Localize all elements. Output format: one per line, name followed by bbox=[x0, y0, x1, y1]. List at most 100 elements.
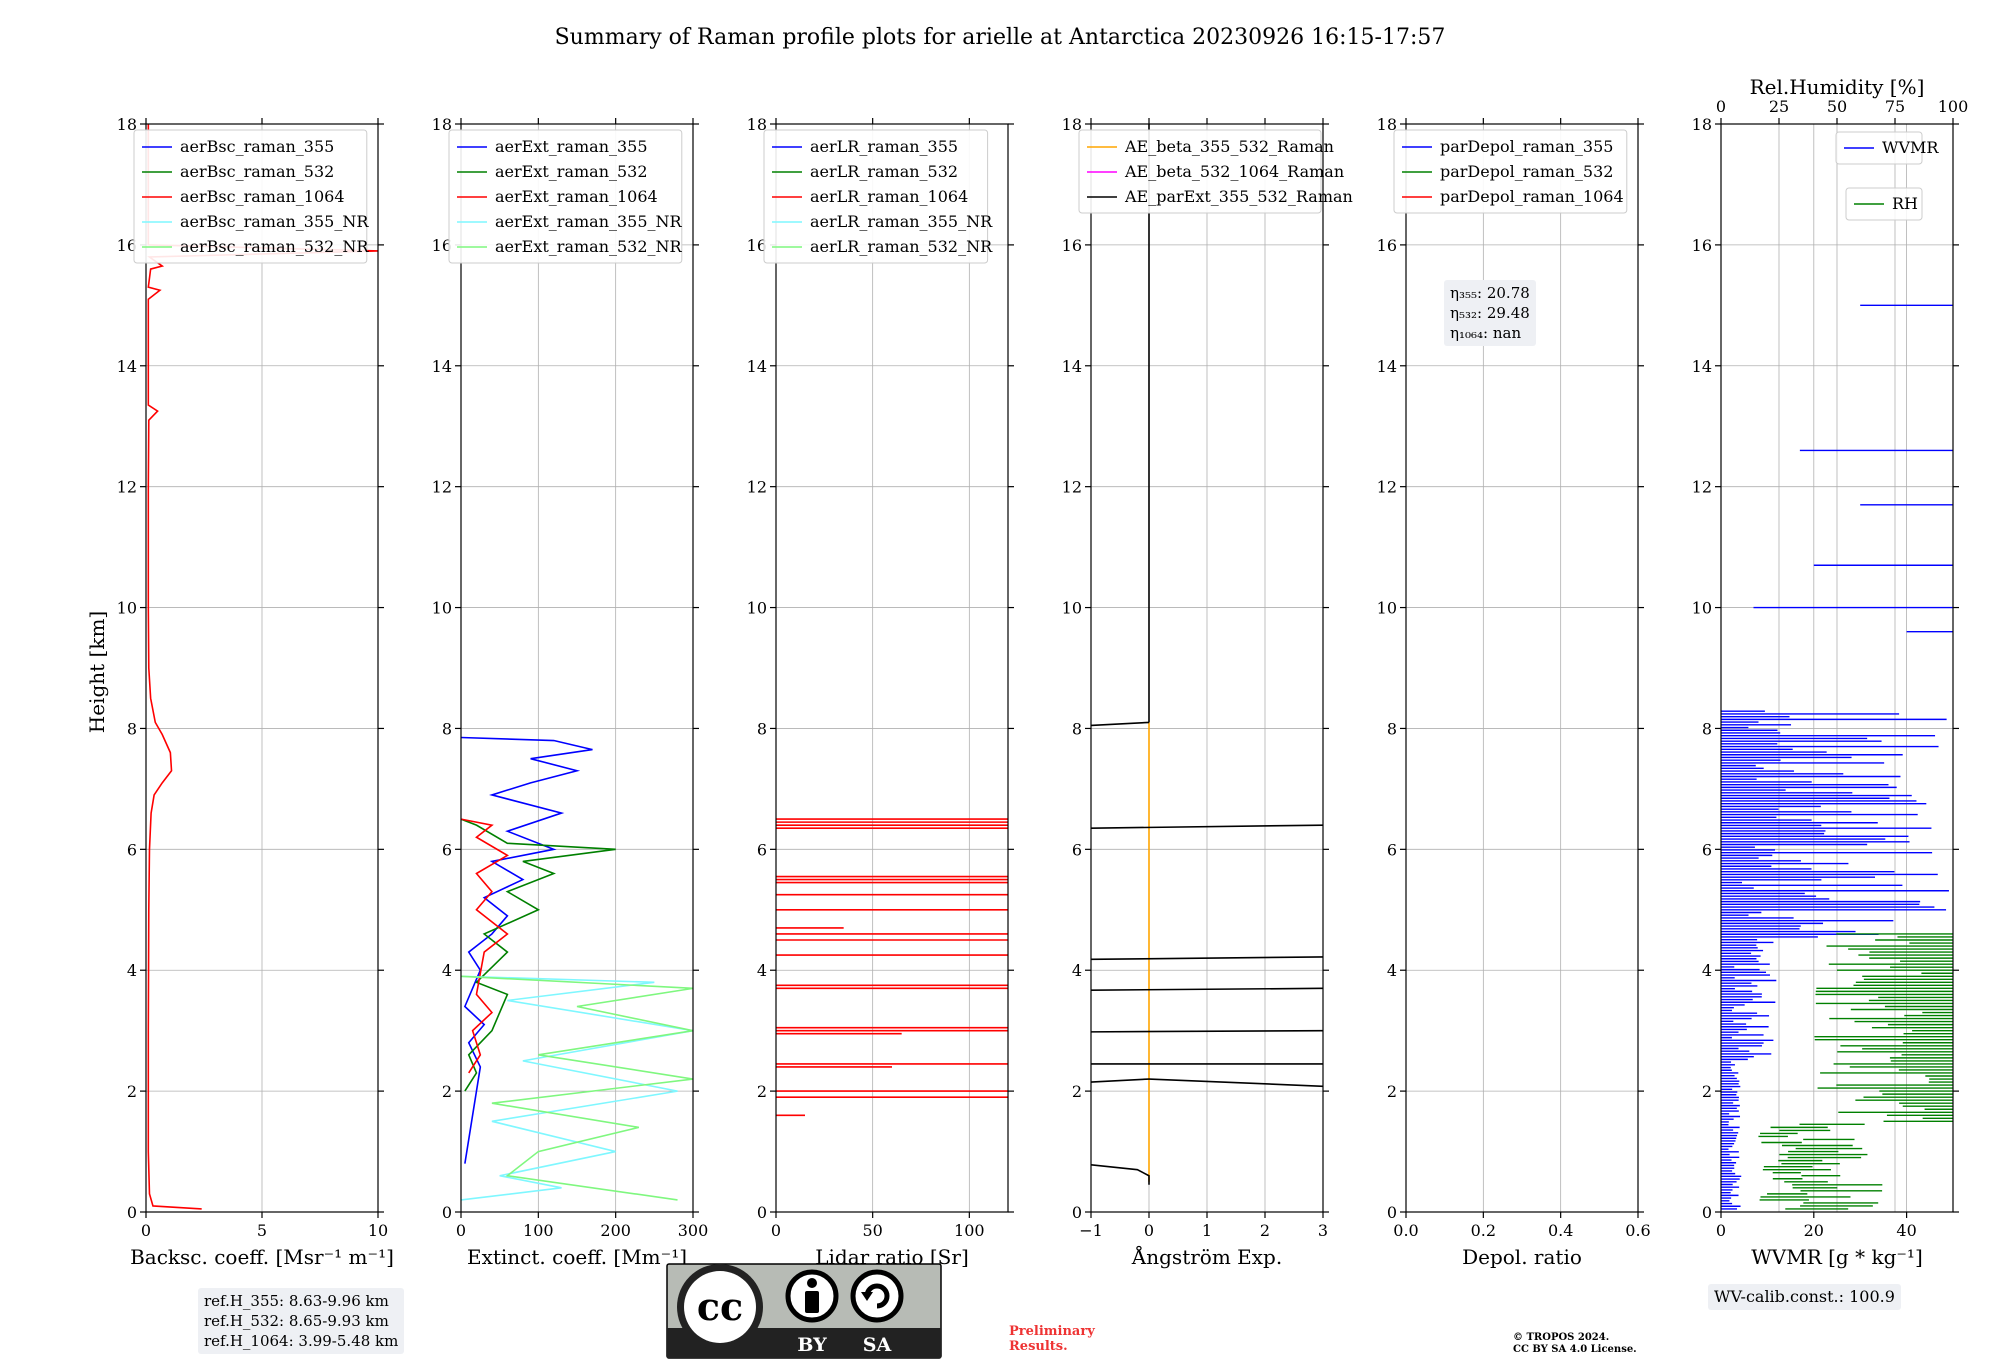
y-tick-label: 10 bbox=[432, 599, 452, 618]
legend-label: aerLR_raman_355_NR bbox=[810, 212, 993, 231]
y-tick-label: 14 bbox=[117, 357, 137, 376]
panel-2: 0 2 4 6 8 10 12 14 16 18 0 100 200 300 Extinct. coeff.… bbox=[432, 115, 709, 1269]
panel-5: 0 2 4 6 8 10 12 14 16 18 0.0 0.2 0.4 0.6 Depol. ratio p… bbox=[1377, 115, 1651, 1269]
legend-label: aerExt_raman_355_NR bbox=[495, 212, 683, 231]
cc-icon: cc bbox=[677, 1264, 763, 1350]
y-tick-label: 12 bbox=[432, 478, 452, 497]
y-tick-label: 10 bbox=[1062, 599, 1082, 618]
x-tick-label: 3 bbox=[1318, 1221, 1328, 1240]
y-tick-label: 0 bbox=[127, 1203, 137, 1222]
series-aerext-raman-532-nr bbox=[461, 975, 693, 1201]
shared-y-label: Height [km] bbox=[85, 611, 109, 733]
copyright-line1: © TROPOS 2024. bbox=[1513, 1332, 1609, 1343]
y-tick-label: 2 bbox=[1387, 1082, 1397, 1101]
y-tick-label: 6 bbox=[442, 840, 452, 859]
x-tick-label: 0.6 bbox=[1625, 1221, 1650, 1240]
y-tick-label: 8 bbox=[1387, 719, 1397, 738]
legend-label: aerBsc_raman_355_NR bbox=[180, 212, 369, 231]
y-tick-label: 6 bbox=[127, 840, 137, 859]
y-tick-label: 2 bbox=[757, 1082, 767, 1101]
legend-label: aerLR_raman_355 bbox=[810, 137, 958, 156]
series-ae-parext-355-532-raman-segment bbox=[1091, 1029, 1323, 1033]
legend-label: parDepol_raman_355 bbox=[1440, 137, 1613, 156]
y-tick-label: 0 bbox=[1702, 1203, 1712, 1222]
y-tick-label: 10 bbox=[1692, 599, 1712, 618]
x-tick-label: 50 bbox=[862, 1221, 882, 1240]
y-tick-label: 0 bbox=[1072, 1203, 1082, 1222]
legend-box bbox=[133, 129, 368, 264]
y-tick-label: 2 bbox=[1702, 1082, 1712, 1101]
eta-1064: η₁₀₆₄: nan bbox=[1450, 324, 1522, 342]
x-tick-label: 0.4 bbox=[1548, 1221, 1573, 1240]
eta-values-box: η₃₅₅: 20.78 η₅₃₂: 29.48 η₁₀₆₄: nan bbox=[1444, 280, 1536, 346]
y-tick-label: 2 bbox=[442, 1082, 452, 1101]
legend-label: aerLR_raman_1064 bbox=[810, 187, 968, 206]
ref-height-1064: ref.H_1064: 3.99-5.48 km bbox=[204, 1332, 399, 1350]
x-axis-label: Extinct. coeff. [Mm⁻¹] bbox=[467, 1245, 687, 1269]
x-tick-label: 0 bbox=[141, 1221, 151, 1240]
legend-label: aerExt_raman_355 bbox=[495, 137, 648, 156]
series-ae-parext-355-532-raman-segment bbox=[1091, 956, 1323, 961]
x-tick-label: 0.2 bbox=[1471, 1221, 1496, 1240]
y-tick-label: 14 bbox=[1062, 357, 1082, 376]
y-tick-label: 6 bbox=[757, 840, 767, 859]
cc-license-badge[interactable]: cc BY SA bbox=[666, 1263, 942, 1359]
panel-1: 0 2 4 6 8 10 12 14 16 18 0 5 10 Backsc. coeff. [Msr⁻¹… bbox=[117, 115, 394, 1269]
axes-frame bbox=[775, 123, 1009, 1213]
legend-box bbox=[1078, 129, 1322, 214]
y-tick-label: 8 bbox=[757, 719, 767, 738]
x-tick-label: 0.0 bbox=[1393, 1221, 1418, 1240]
preliminary-notice-line2: Results. bbox=[1009, 1339, 1068, 1354]
data-layer bbox=[776, 818, 1008, 1117]
y-tick-label: 8 bbox=[442, 719, 452, 738]
y-tick-label: 18 bbox=[432, 115, 452, 134]
legend-label: aerExt_raman_532_NR bbox=[495, 237, 683, 256]
license-by-label: BY bbox=[797, 1334, 827, 1356]
top-x-tick-label: 100 bbox=[1938, 97, 1969, 116]
y-tick-label: 4 bbox=[757, 961, 767, 980]
y-tick-label: 10 bbox=[117, 599, 137, 618]
y-tick-label: 18 bbox=[117, 115, 137, 134]
y-tick-label: 10 bbox=[1377, 599, 1397, 618]
data-layer bbox=[461, 736, 693, 1201]
legend-label: aerBsc_raman_355 bbox=[180, 137, 334, 156]
y-tick-label: 8 bbox=[1072, 719, 1082, 738]
y-tick-label: 6 bbox=[1387, 840, 1397, 859]
series-aerbsc-raman-1064 bbox=[147, 124, 378, 1210]
y-tick-label: 12 bbox=[747, 478, 767, 497]
legend-label: parDepol_raman_1064 bbox=[1440, 187, 1624, 206]
series-ae-parext-355-532-raman-segment bbox=[1091, 987, 1323, 991]
y-tick-label: 4 bbox=[1702, 961, 1712, 980]
top-x-tick-label: 0 bbox=[1716, 97, 1726, 116]
eta-355: η₃₅₅: 20.78 bbox=[1450, 284, 1530, 302]
x-tick-label: 1 bbox=[1202, 1221, 1212, 1240]
y-tick-label: 12 bbox=[1692, 478, 1712, 497]
legend-label: RH bbox=[1892, 194, 1918, 213]
x-tick-label: 100 bbox=[954, 1221, 985, 1240]
top-x-tick-label: 50 bbox=[1827, 97, 1847, 116]
svg-text:cc: cc bbox=[697, 1284, 743, 1329]
reference-height-box: ref.H_355: 8.63-9.96 km ref.H_532: 8.65-… bbox=[198, 1288, 405, 1354]
series-aerext-raman-532 bbox=[461, 818, 616, 1092]
data-layer bbox=[1091, 124, 1323, 1185]
x-tick-label: 10 bbox=[368, 1221, 388, 1240]
y-tick-label: 14 bbox=[747, 357, 767, 376]
data-layer bbox=[1721, 304, 1953, 1210]
x-axis-label: Depol. ratio bbox=[1462, 1245, 1582, 1269]
y-tick-label: 18 bbox=[1062, 115, 1082, 134]
x-axis-label: Ångström Exp. bbox=[1131, 1244, 1282, 1269]
preliminary-notice-line1: Preliminary bbox=[1009, 1324, 1095, 1339]
data-layer bbox=[147, 124, 378, 1210]
legend-label: aerBsc_raman_1064 bbox=[180, 187, 345, 206]
y-tick-label: 0 bbox=[1387, 1203, 1397, 1222]
legend-label: AE_parExt_355_532_Raman bbox=[1124, 187, 1353, 206]
y-tick-label: 4 bbox=[442, 961, 452, 980]
x-tick-label: 100 bbox=[523, 1221, 554, 1240]
legend-box bbox=[763, 129, 989, 264]
eta-532: η₅₃₂: 29.48 bbox=[1450, 304, 1530, 322]
y-tick-label: 18 bbox=[747, 115, 767, 134]
y-tick-label: 16 bbox=[747, 236, 767, 255]
x-tick-label: 0 bbox=[1716, 1221, 1726, 1240]
